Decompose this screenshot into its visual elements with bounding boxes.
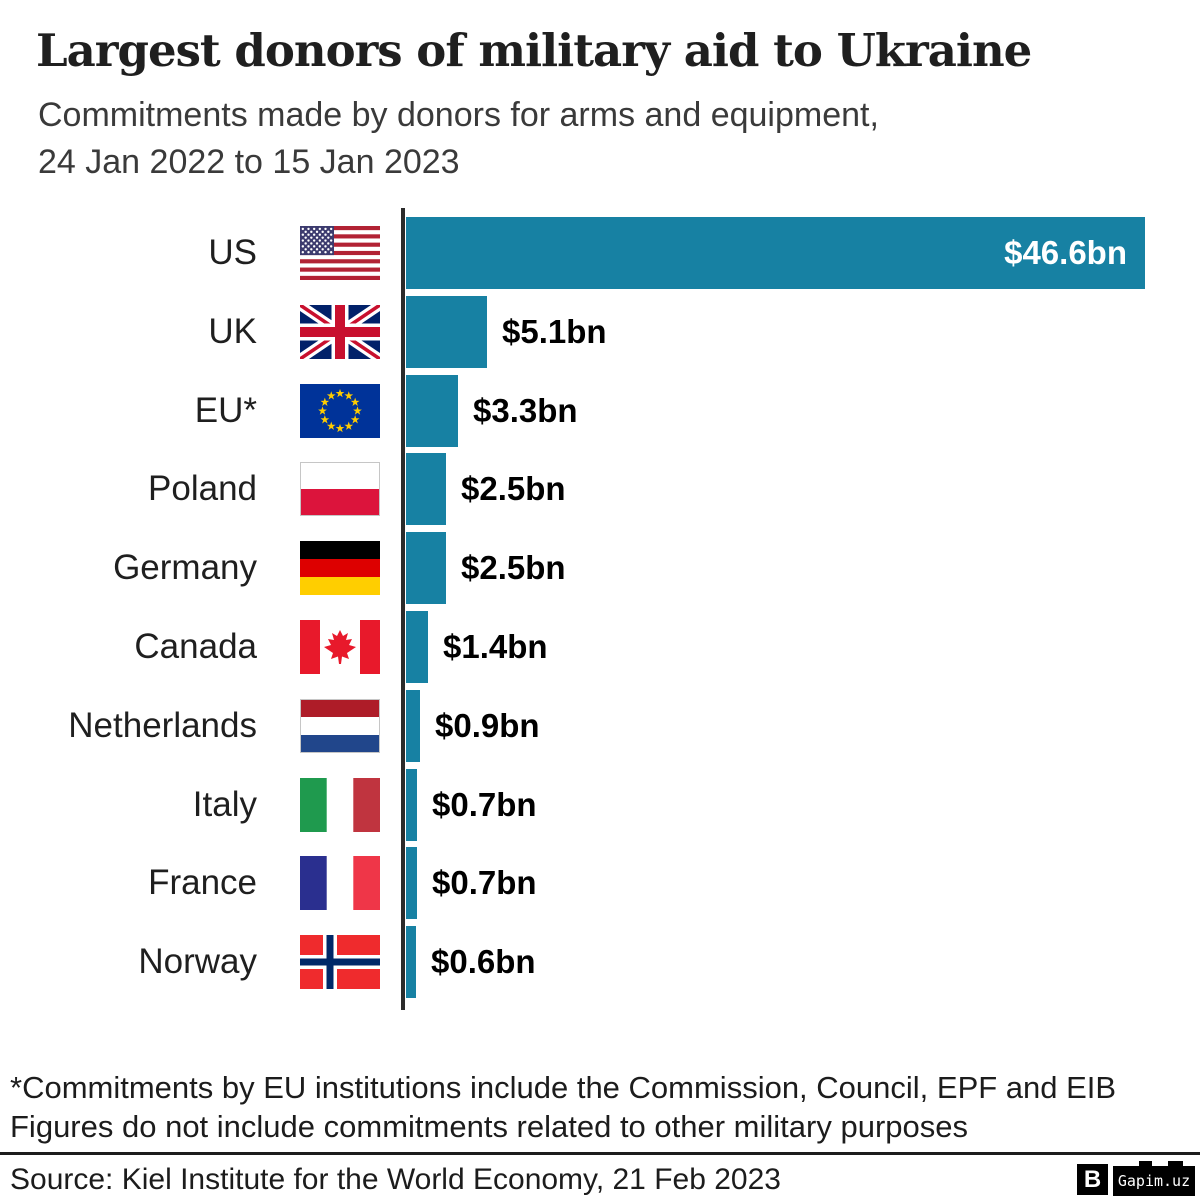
country-label: Italy: [192, 785, 257, 824]
country-label: Netherlands: [68, 706, 257, 745]
page-title: Largest donors of military aid to Ukrain…: [36, 24, 1032, 77]
chart-row: UK $5.1bn: [0, 293, 1200, 371]
value-label: $0.7bn: [432, 864, 537, 901]
de-flag-icon: [300, 541, 380, 595]
value-label: $3.3bn: [473, 392, 578, 429]
bar: [406, 611, 428, 683]
bar: [406, 847, 417, 919]
chart-footnote: *Commitments by EU institutions include …: [10, 1070, 1117, 1144]
nl-flag-icon: [300, 699, 380, 753]
country-label: UK: [208, 312, 257, 351]
country-label: Poland: [148, 469, 257, 508]
value-label: $2.5bn: [461, 470, 566, 507]
chart-row: Netherlands $0.9bn: [0, 687, 1200, 765]
eu-flag-icon: [300, 384, 380, 438]
bar: [406, 926, 416, 998]
value-label: $2.5bn: [461, 549, 566, 586]
bar: [406, 769, 417, 841]
country-label: US: [208, 233, 257, 272]
us-flag-icon: [300, 226, 380, 280]
chart-row: Germany $2.5bn: [0, 529, 1200, 607]
bar: [406, 375, 458, 447]
country-label: France: [148, 863, 257, 902]
bar: [406, 217, 1145, 289]
it-flag-icon: [300, 778, 380, 832]
value-label: $5.1bn: [502, 313, 607, 350]
chart-row: Norway $0.6bn: [0, 923, 1200, 1001]
chart-row: Italy $0.7bn: [0, 766, 1200, 844]
country-label: Canada: [134, 627, 257, 666]
value-label: $0.6bn: [431, 943, 536, 980]
value-label: $0.9bn: [435, 707, 540, 744]
country-label: EU*: [194, 391, 257, 430]
page-subtitle: Commitments made by donors for arms and …: [38, 96, 879, 181]
chart-row: EU* $3.3bn: [0, 372, 1200, 450]
watermark-badge: Gapim.uz: [1113, 1161, 1195, 1196]
bar-chart: US $46.6bn UK $5.1bn EU* $3.3bn Poland $2.5bn Ge…: [0, 208, 1200, 1010]
broadcaster-logo-icon: B: [1077, 1164, 1108, 1195]
no-flag-icon: [300, 935, 380, 989]
bar: [406, 690, 420, 762]
value-label: $0.7bn: [432, 786, 537, 823]
chart-row: US $46.6bn: [0, 214, 1200, 292]
pl-flag-icon: [300, 462, 380, 516]
source-caption: Source: Kiel Institute for the World Eco…: [10, 1163, 781, 1196]
country-label: Germany: [113, 548, 257, 587]
chart-row: Canada $1.4bn: [0, 608, 1200, 686]
bar: [406, 532, 446, 604]
country-label: Norway: [138, 942, 257, 981]
footer-divider: [0, 1152, 1200, 1155]
uk-flag-icon: [300, 305, 380, 359]
value-label: $46.6bn: [1004, 234, 1127, 271]
chart-row: France $0.7bn: [0, 844, 1200, 922]
chart-axis-line: [401, 208, 405, 1010]
fr-flag-icon: [300, 856, 380, 910]
bar: [406, 296, 487, 368]
ca-flag-icon: [300, 620, 380, 674]
value-label: $1.4bn: [443, 628, 548, 665]
bar: [406, 453, 446, 525]
chart-row: Poland $2.5bn: [0, 450, 1200, 528]
